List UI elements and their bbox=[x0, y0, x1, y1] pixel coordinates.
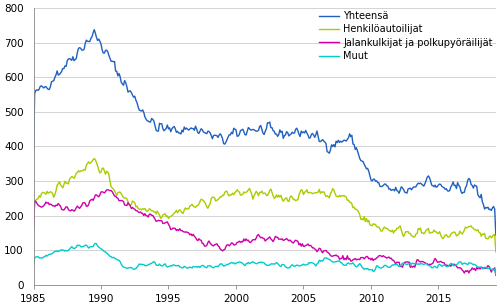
Henkilöautoilijat bbox=[146, 207, 152, 211]
Muut bbox=[92, 241, 98, 245]
Jalankulkijat ja polkupyöräilijät bbox=[92, 193, 98, 197]
Jalankulkijat ja polkupyöräilijät bbox=[441, 261, 447, 265]
Muut bbox=[441, 263, 447, 267]
Jalankulkijat ja polkupyöräilijät bbox=[105, 188, 111, 192]
Henkilöautoilijat bbox=[198, 197, 204, 201]
Line: Henkilöautoilijat: Henkilöautoilijat bbox=[34, 159, 496, 252]
Yhteensä bbox=[198, 127, 204, 131]
Yhteensä bbox=[493, 233, 499, 237]
Yhteensä bbox=[441, 186, 447, 190]
Henkilöautoilijat bbox=[92, 157, 98, 160]
Yhteensä bbox=[92, 28, 98, 31]
Jalankulkijat ja polkupyöräilijät bbox=[198, 238, 204, 242]
Line: Yhteensä: Yhteensä bbox=[34, 30, 496, 235]
Muut bbox=[30, 265, 36, 269]
Muut bbox=[64, 249, 70, 253]
Muut bbox=[493, 272, 499, 276]
Muut bbox=[198, 264, 204, 268]
Jalankulkijat ja polkupyöräilijät bbox=[64, 205, 70, 209]
Yhteensä bbox=[64, 59, 70, 63]
Muut bbox=[486, 266, 492, 270]
Yhteensä bbox=[30, 156, 36, 160]
Muut bbox=[94, 242, 100, 246]
Henkilöautoilijat bbox=[94, 161, 100, 165]
Jalankulkijat ja polkupyöräilijät bbox=[146, 213, 152, 216]
Line: Muut: Muut bbox=[34, 243, 496, 274]
Henkilöautoilijat bbox=[30, 228, 36, 232]
Henkilöautoilijat bbox=[493, 250, 499, 254]
Line: Jalankulkijat ja polkupyöräilijät: Jalankulkijat ja polkupyöräilijät bbox=[34, 190, 496, 275]
Muut bbox=[146, 262, 152, 266]
Jalankulkijat ja polkupyöräilijät bbox=[493, 273, 499, 277]
Yhteensä bbox=[486, 208, 492, 211]
Legend: Yhteensä, Henkilöautoilijat, Jalankulkijat ja polkupyöräilijät, Muut: Yhteensä, Henkilöautoilijat, Jalankulkij… bbox=[319, 11, 493, 61]
Yhteensä bbox=[146, 120, 152, 124]
Jalankulkijat ja polkupyöräilijät bbox=[486, 265, 492, 268]
Henkilöautoilijat bbox=[441, 235, 447, 239]
Henkilöautoilijat bbox=[64, 181, 70, 185]
Henkilöautoilijat bbox=[486, 235, 492, 239]
Jalankulkijat ja polkupyöräilijät bbox=[30, 228, 36, 232]
Yhteensä bbox=[94, 36, 100, 39]
